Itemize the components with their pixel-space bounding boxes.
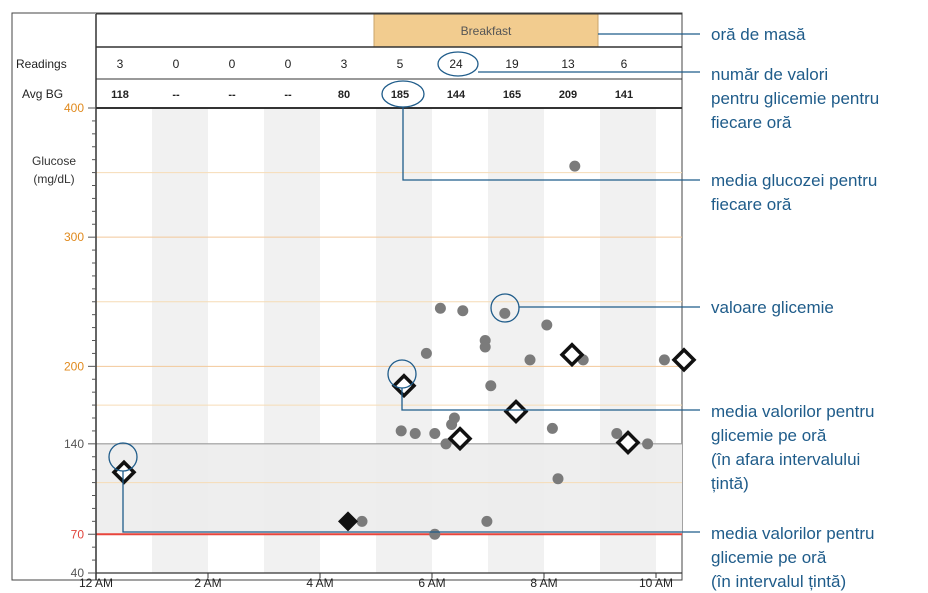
annotation-avg-in-2: glicemie pe oră	[711, 548, 827, 567]
avg-bg-cell: 209	[559, 89, 577, 101]
x-tick-label: 12 AM	[79, 576, 113, 590]
glucose-reading-dot	[546, 422, 558, 434]
y-tick-label: 140	[64, 437, 84, 451]
glucose-reading-dot	[448, 412, 460, 424]
glucose-reading-dot	[658, 354, 670, 366]
readings-count-cell: 24	[449, 57, 463, 71]
hourly-average-diamond-out-of-range	[503, 399, 529, 425]
annotation-avg-2: fiecare oră	[711, 195, 792, 214]
glucose-reading-dot	[499, 307, 511, 319]
glucose-reading-dot	[481, 515, 493, 527]
glucose-reading-dot	[552, 473, 564, 485]
hourly-average-diamond-out-of-range	[391, 373, 417, 399]
readings-count-cell: 6	[621, 57, 628, 71]
glucose-reading-dot	[434, 302, 446, 314]
glucose-reading-dot	[611, 428, 623, 439]
avg-bg-cell: --	[228, 89, 236, 101]
avg-bg-cell: --	[172, 89, 180, 101]
glucose-reading-dot	[420, 347, 432, 359]
annotation-reading: valoare glicemie	[711, 298, 834, 317]
readings-count-cell: 3	[341, 57, 348, 71]
x-tick-label: 10 AM	[639, 576, 673, 590]
x-tick-label: 8 AM	[530, 576, 557, 590]
glucose-reading-dot	[409, 428, 421, 439]
glucose-reading-dot	[440, 438, 452, 450]
hourly-rows: 3 0 0 0 3 5 24 19 13 6 118 -- -- -- 80 185 144 165 209 141	[111, 57, 633, 101]
hour-stripe	[376, 108, 432, 573]
readings-count-callout	[437, 51, 479, 77]
avg-row-label: Avg BG	[22, 87, 63, 101]
y-axis-title-line1: Glucose	[32, 154, 76, 168]
annotation-avg-1: media glucozei pentru	[711, 171, 877, 190]
glucose-reading-dot	[356, 515, 368, 527]
hourly-average-diamond-in-range	[338, 511, 358, 532]
leader-lines	[122, 33, 700, 533]
leader-avg-in	[122, 471, 700, 533]
hour-stripe	[264, 108, 320, 573]
y-tick-label: 70	[71, 527, 85, 541]
hour-stripe	[488, 108, 544, 573]
hourly-average-diamond-out-of-range	[447, 426, 473, 452]
leader-avg-out	[401, 388, 700, 411]
annotation-count-1: număr de valori	[711, 65, 828, 84]
y-tick-label: 400	[64, 101, 84, 115]
y-tick-label: 40	[71, 566, 85, 580]
annotation-avg-out-1: media valorilor pentru	[711, 402, 874, 421]
annotation-avg-out-4: țintă)	[711, 474, 749, 493]
hour-stripe	[600, 108, 656, 573]
avg-bg-cell: 118	[111, 89, 129, 101]
avg-bg-cell: 165	[503, 89, 521, 101]
glucose-reading-dot	[569, 160, 581, 172]
hour-stripe	[152, 108, 208, 573]
readings-count-cell: 5	[397, 57, 404, 71]
avg-bg-cell: 185	[391, 89, 409, 101]
readings-count-cell: 0	[229, 57, 236, 71]
annotation-count-3: fiecare oră	[711, 113, 792, 132]
plot-background	[96, 108, 682, 573]
annotation-avg-in-3: (în intervalul țintă)	[711, 572, 846, 591]
readings-count-cell: 0	[285, 57, 292, 71]
readings-count-cell: 19	[505, 57, 519, 71]
annotation-meal-time: oră de masă	[711, 25, 806, 44]
readings-count-cell: 13	[561, 57, 575, 71]
leader-avg	[402, 107, 700, 181]
glucose-reading-dot	[541, 319, 553, 331]
avg-bg-cell: 144	[447, 89, 466, 101]
glucose-reading-dot	[395, 425, 407, 437]
annotation-avg-out-3: (în afara intervalului	[711, 450, 860, 469]
glucose-reading-dot	[479, 341, 491, 353]
avg-bg-cell: --	[284, 89, 292, 101]
y-axis-title-line2: (mg/dL)	[33, 172, 74, 186]
meal-time-box	[373, 13, 599, 48]
glucose-reading-dot	[524, 354, 536, 366]
chart-marks	[111, 160, 697, 540]
meal-label: Breakfast	[461, 24, 512, 38]
annotation-avg-in-1: media valorilor pentru	[711, 524, 874, 543]
glucose-reading-dot	[457, 305, 469, 317]
hourly-average-diamond-out-of-range	[615, 430, 641, 456]
hourly-average-diamond-out-of-range	[559, 342, 585, 368]
glucose-reading-dot	[429, 528, 441, 540]
x-tick-label: 4 AM	[306, 576, 333, 590]
annotation-count-2: pentru glicemie pentru	[711, 89, 879, 108]
x-tick-label: 2 AM	[194, 576, 221, 590]
avg-bg-cell: 141	[615, 89, 633, 101]
y-tick-label: 200	[64, 359, 84, 373]
glucose-reading-dot	[429, 428, 441, 439]
x-tick-label: 6 AM	[418, 576, 445, 590]
avg-bg-cell: 80	[338, 89, 350, 101]
reading-callout	[490, 293, 520, 323]
hourly-average-diamond-out-of-range	[671, 347, 697, 373]
glucose-reading-dot	[485, 380, 497, 392]
glucose-reading-dot	[642, 438, 654, 450]
annotation-avg-out-2: glicemie pe oră	[711, 426, 827, 445]
readings-count-cell: 0	[173, 57, 180, 71]
y-tick-label: 300	[64, 230, 84, 244]
axes: 40 70 140 200 300 400 12 AM 2 AM 4 AM 6 AM 8 AM 10 …	[64, 101, 682, 590]
readings-row-label: Readings	[16, 57, 67, 71]
readings-count-cell: 3	[117, 57, 124, 71]
